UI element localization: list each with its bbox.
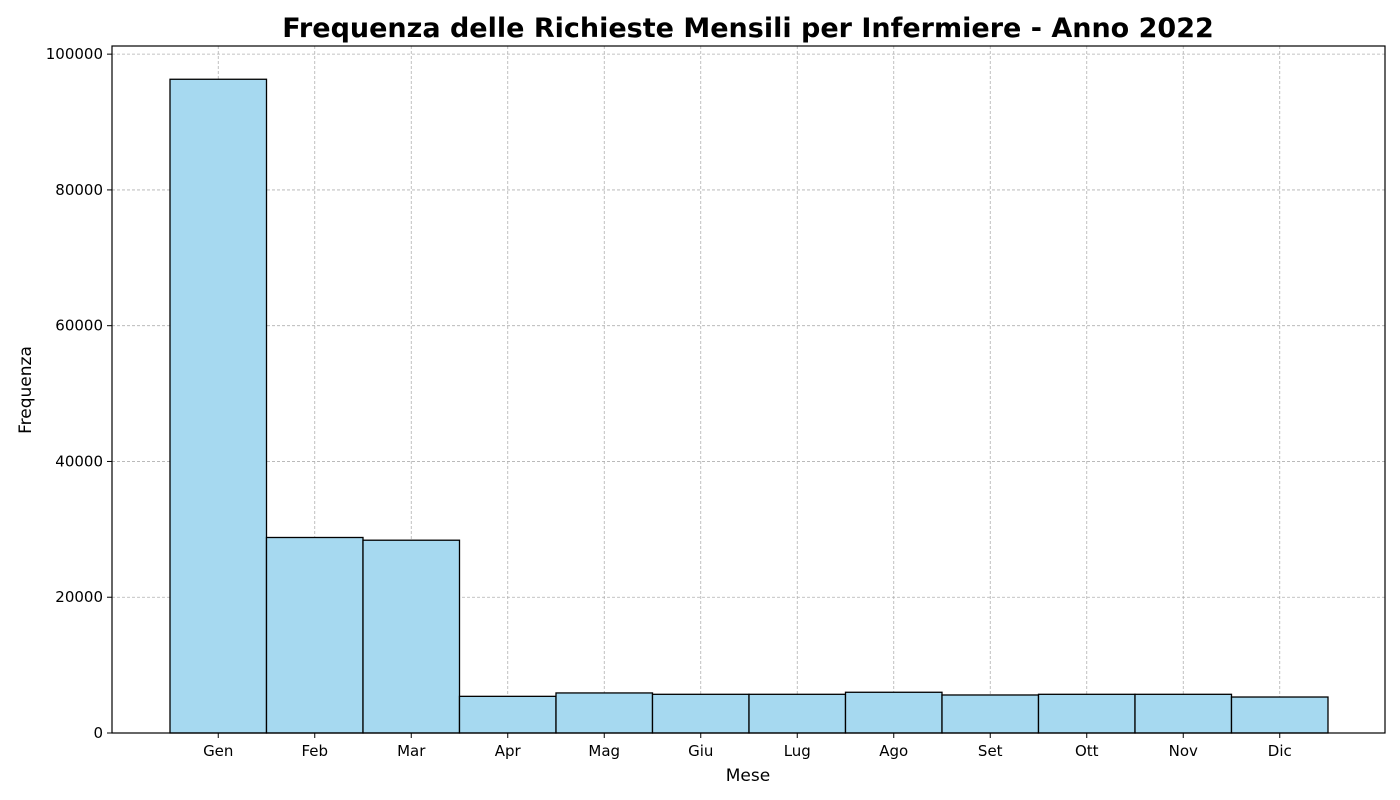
x-tick-label: Apr xyxy=(495,742,522,760)
x-tick-label: Giu xyxy=(688,742,713,760)
bar-lug xyxy=(748,693,847,734)
y-tick-label: 80000 xyxy=(55,181,103,199)
y-tick-label: 100000 xyxy=(46,45,103,63)
x-tick-label: Dic xyxy=(1268,742,1292,760)
x-tick-label: Mar xyxy=(397,742,426,760)
bar-set xyxy=(941,694,1040,734)
x-tick-label: Lug xyxy=(784,742,811,760)
y-axis-ticks: 0 20000 40000 60000 80000 100000 xyxy=(46,45,112,742)
x-axis-ticks: Gen Feb Mar Apr Mag Giu Lug Ago Set Ott Nov Dic xyxy=(203,733,1292,760)
y-tick-label: 60000 xyxy=(55,317,103,335)
bar-giu xyxy=(651,693,750,734)
y-tick-label: 20000 xyxy=(55,588,103,606)
y-tick-label: 40000 xyxy=(55,452,103,470)
bar-mag xyxy=(555,692,654,734)
bar-feb xyxy=(265,536,364,734)
x-tick-label: Ago xyxy=(879,742,908,760)
bar-ago xyxy=(844,691,943,734)
x-tick-label: Nov xyxy=(1169,742,1198,760)
y-tick-label: 0 xyxy=(93,724,103,742)
chart-title: Frequenza delle Richieste Mensili per In… xyxy=(282,13,1214,44)
bars xyxy=(169,78,1329,734)
x-tick-label: Set xyxy=(978,742,1003,760)
x-tick-label: Ott xyxy=(1075,742,1099,760)
bar-ott xyxy=(1037,693,1136,734)
bar-mar xyxy=(362,539,461,734)
y-axis-label: Frequenza xyxy=(16,346,36,434)
x-tick-label: Mag xyxy=(588,742,620,760)
x-tick-label: Gen xyxy=(203,742,233,760)
bar-nov xyxy=(1134,693,1233,734)
x-axis-label: Mese xyxy=(726,766,770,786)
bar-gen xyxy=(169,78,268,734)
bar-dic xyxy=(1230,696,1329,734)
plot-frame xyxy=(111,45,1386,734)
x-tick-label: Feb xyxy=(301,742,328,760)
bar-apr xyxy=(458,695,557,734)
